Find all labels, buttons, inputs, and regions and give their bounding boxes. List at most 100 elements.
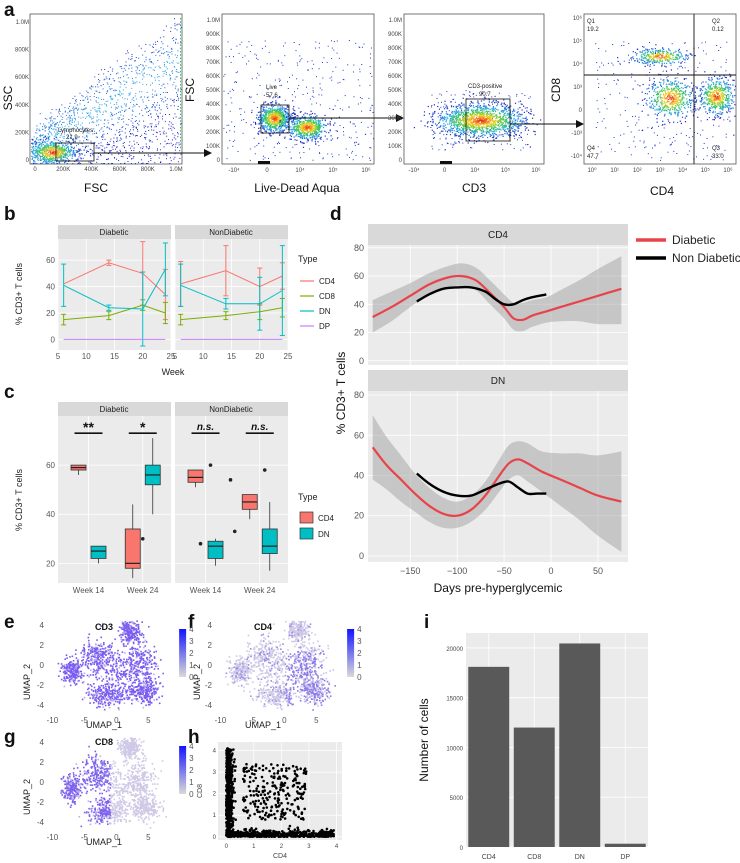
a1-event	[121, 93, 122, 94]
a1-event	[131, 163, 132, 164]
a1-event	[67, 124, 68, 125]
a2-event	[278, 113, 279, 114]
a1-event	[177, 96, 178, 97]
a3-event	[476, 117, 477, 118]
a2-event	[286, 128, 287, 129]
a3-event	[488, 121, 489, 122]
a3-event	[460, 122, 461, 123]
a1-event	[98, 108, 99, 109]
a1-event	[134, 144, 135, 145]
a2-event	[282, 115, 283, 116]
a3-event	[521, 137, 522, 138]
a1-event	[117, 141, 118, 142]
a3-event	[496, 102, 497, 103]
a3-event	[513, 135, 514, 136]
a1-event	[157, 41, 158, 42]
a1-event	[95, 86, 96, 87]
a1-event	[60, 156, 61, 157]
a1-event	[178, 50, 179, 51]
a1-event	[120, 87, 121, 88]
a1-event	[90, 153, 91, 154]
a2-event	[371, 126, 372, 127]
a2-event	[331, 58, 332, 59]
a1-event	[111, 119, 112, 120]
a1-event	[34, 148, 35, 149]
a1-event	[104, 120, 105, 121]
a2-event	[258, 131, 259, 132]
a1-event	[33, 149, 34, 150]
a1-event	[99, 110, 100, 111]
a3-event	[481, 126, 482, 127]
a3-event	[459, 128, 460, 129]
a3-event	[492, 104, 493, 105]
a1-event	[146, 147, 147, 148]
a3-event	[528, 130, 529, 131]
a1-event	[151, 76, 152, 77]
a3-event	[461, 110, 462, 111]
a2-event	[359, 69, 360, 70]
a2-event	[279, 96, 280, 97]
a1-event	[102, 127, 103, 128]
a1-event	[72, 118, 73, 119]
a1-event	[87, 98, 88, 99]
a1-event	[167, 98, 168, 99]
a3-event	[447, 143, 448, 144]
a2-event	[257, 73, 258, 74]
a1-event	[88, 115, 89, 116]
a3-event	[495, 118, 496, 119]
a1-event	[124, 147, 125, 148]
a1-event	[72, 108, 73, 109]
a2-event	[359, 47, 360, 48]
a1-event	[136, 57, 137, 58]
a1-event	[39, 129, 40, 130]
a2-ytick: 900K	[206, 32, 220, 38]
a1-event	[74, 109, 75, 110]
a1-event	[71, 146, 72, 147]
a1-event	[98, 143, 99, 144]
a3-event	[487, 119, 488, 120]
a2-event	[271, 105, 272, 106]
a1-event	[155, 91, 156, 92]
a2-event	[311, 116, 312, 117]
a1-event	[118, 119, 119, 120]
a2-event	[263, 121, 264, 122]
a2-event	[349, 157, 350, 158]
a2-event	[334, 41, 335, 42]
a3-event	[433, 113, 434, 114]
a1-event	[80, 125, 81, 126]
a2-event	[264, 129, 265, 130]
a1-event	[114, 80, 115, 81]
a3-event	[480, 110, 481, 111]
a2-event	[291, 132, 292, 133]
a1-event	[51, 125, 52, 126]
a1-event	[127, 158, 128, 159]
a2-event	[255, 123, 256, 124]
a2-event	[287, 81, 288, 82]
a1-event	[43, 153, 44, 154]
a1-event	[55, 124, 56, 125]
a1-event	[163, 92, 164, 93]
a1-event	[156, 132, 157, 133]
a1-event	[137, 123, 138, 124]
a1-event	[66, 150, 67, 151]
a1-event	[178, 100, 179, 101]
a2-event	[240, 114, 241, 115]
a2-event	[282, 125, 283, 126]
a3-event	[493, 121, 494, 122]
a2-event	[257, 94, 258, 95]
a2-event	[306, 135, 307, 136]
a2-event	[307, 138, 308, 139]
a1-event	[154, 102, 155, 103]
a1-event	[78, 117, 79, 118]
a3-event	[484, 135, 485, 136]
a1-event	[180, 114, 181, 116]
a1-event	[44, 157, 45, 158]
a1-event	[98, 79, 99, 80]
a2-event	[279, 123, 280, 124]
a3-event	[528, 112, 529, 113]
a1-event	[157, 110, 158, 111]
a2-event	[320, 120, 321, 121]
a2-event	[314, 113, 315, 114]
a3-event	[521, 114, 522, 115]
a1-event	[36, 130, 37, 131]
